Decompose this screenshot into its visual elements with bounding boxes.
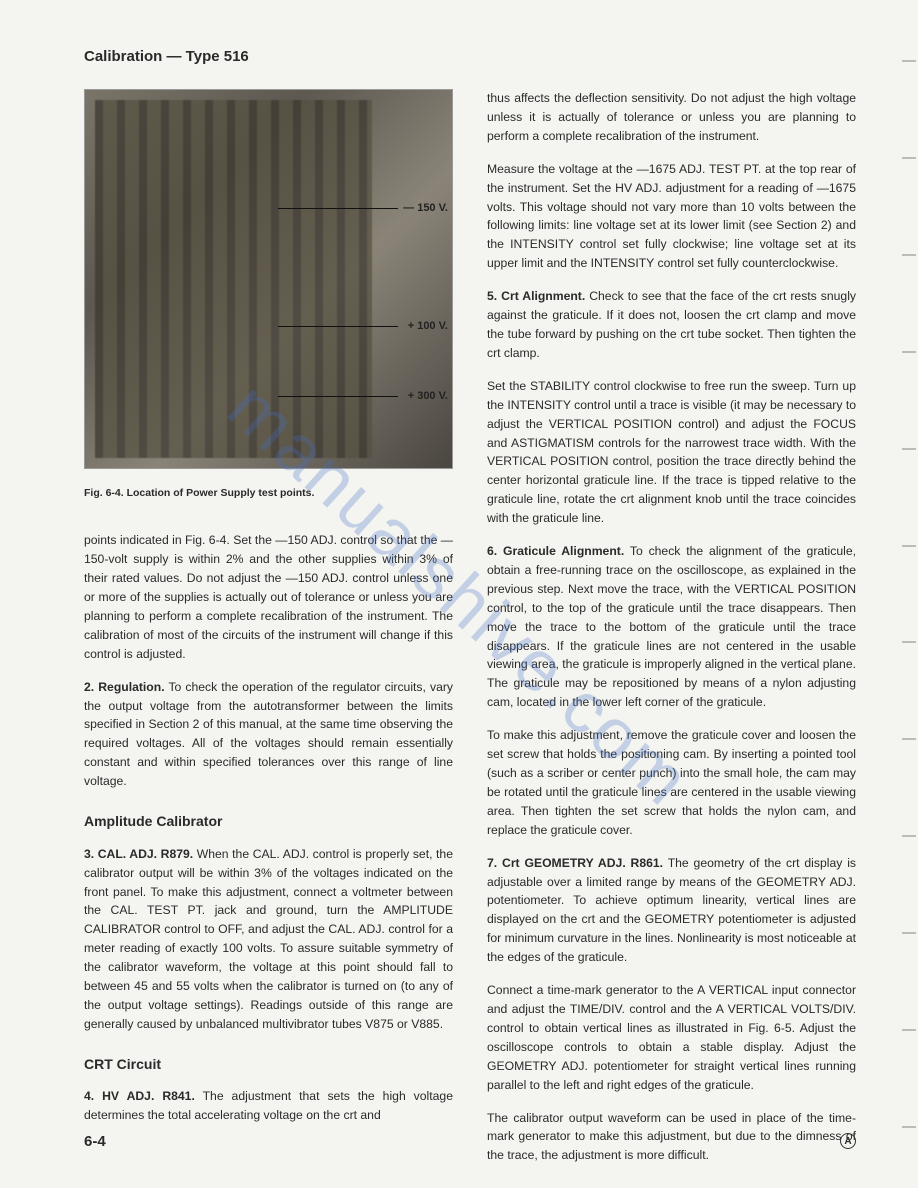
- item-text: When the CAL. ADJ. control is properly s…: [84, 847, 453, 1031]
- tick-mark: [902, 545, 916, 547]
- section-heading-amplitude: Amplitude Calibrator: [84, 811, 453, 833]
- figure-label-300v: + 300 V.: [408, 388, 448, 405]
- body-paragraph: Connect a time-mark generator to the A V…: [487, 981, 856, 1094]
- item-lead: 4. HV ADJ. R841.: [84, 1089, 195, 1103]
- body-paragraph: 4. HV ADJ. R841. The adjustment that set…: [84, 1087, 453, 1125]
- tick-mark: [902, 157, 916, 159]
- body-paragraph: 6. Graticule Alignment. To check the ali…: [487, 542, 856, 712]
- body-paragraph: 2. Regulation. To check the operation of…: [84, 678, 453, 791]
- item-text: To check the alignment of the graticule,…: [487, 544, 856, 709]
- tick-mark: [902, 835, 916, 837]
- figure-leader-line: [278, 396, 398, 397]
- page-footer: 6-4 A: [84, 1133, 856, 1150]
- right-column: thus affects the deflection sensitivity.…: [487, 89, 856, 1179]
- body-paragraph: Set the STABILITY control clockwise to f…: [487, 377, 856, 528]
- item-text: The geometry of the crt display is adjus…: [487, 856, 856, 965]
- item-lead: 7. Crt GEOMETRY ADJ. R861.: [487, 856, 663, 870]
- figure-leader-line: [278, 326, 398, 327]
- figure-6-4: — 150 V. + 100 V. + 300 V.: [84, 89, 453, 469]
- tick-mark: [902, 1029, 916, 1031]
- body-paragraph: 5. Crt Alignment. Check to see that the …: [487, 287, 856, 363]
- figure-caption: Fig. 6-4. Location of Power Supply test …: [84, 485, 453, 501]
- page-number: 6-4: [84, 1133, 106, 1150]
- item-lead: 6. Graticule Alignment.: [487, 544, 624, 558]
- figure-label-150v: — 150 V.: [403, 200, 448, 217]
- section-heading-crt: CRT Circuit: [84, 1054, 453, 1076]
- item-lead: 3. CAL. ADJ. R879.: [84, 847, 193, 861]
- revision-mark: A: [840, 1133, 856, 1149]
- item-lead: 5. Crt Alignment.: [487, 289, 585, 303]
- tick-mark: [902, 1126, 916, 1128]
- item-text: To check the operation of the regulator …: [84, 680, 453, 789]
- body-paragraph: points indicated in Fig. 6-4. Set the —1…: [84, 531, 453, 663]
- scan-edge-marks: [902, 60, 916, 1128]
- item-lead: 2. Regulation.: [84, 680, 165, 694]
- body-paragraph: 7. Crt GEOMETRY ADJ. R861. The geometry …: [487, 854, 856, 967]
- tick-mark: [902, 351, 916, 353]
- tick-mark: [902, 254, 916, 256]
- body-paragraph: 3. CAL. ADJ. R879. When the CAL. ADJ. co…: [84, 845, 453, 1034]
- tick-mark: [902, 932, 916, 934]
- body-paragraph: To make this adjustment, remove the grat…: [487, 726, 856, 839]
- tick-mark: [902, 738, 916, 740]
- figure-leader-line: [278, 208, 398, 209]
- left-column: — 150 V. + 100 V. + 300 V. Fig. 6-4. Loc…: [84, 89, 453, 1179]
- tick-mark: [902, 448, 916, 450]
- tick-mark: [902, 60, 916, 62]
- two-column-layout: — 150 V. + 100 V. + 300 V. Fig. 6-4. Loc…: [84, 89, 856, 1179]
- body-paragraph: Measure the voltage at the —1675 ADJ. TE…: [487, 160, 856, 273]
- body-paragraph: thus affects the deflection sensitivity.…: [487, 89, 856, 146]
- page-header: Calibration — Type 516: [84, 48, 856, 65]
- tick-mark: [902, 641, 916, 643]
- figure-label-100v: + 100 V.: [408, 318, 448, 335]
